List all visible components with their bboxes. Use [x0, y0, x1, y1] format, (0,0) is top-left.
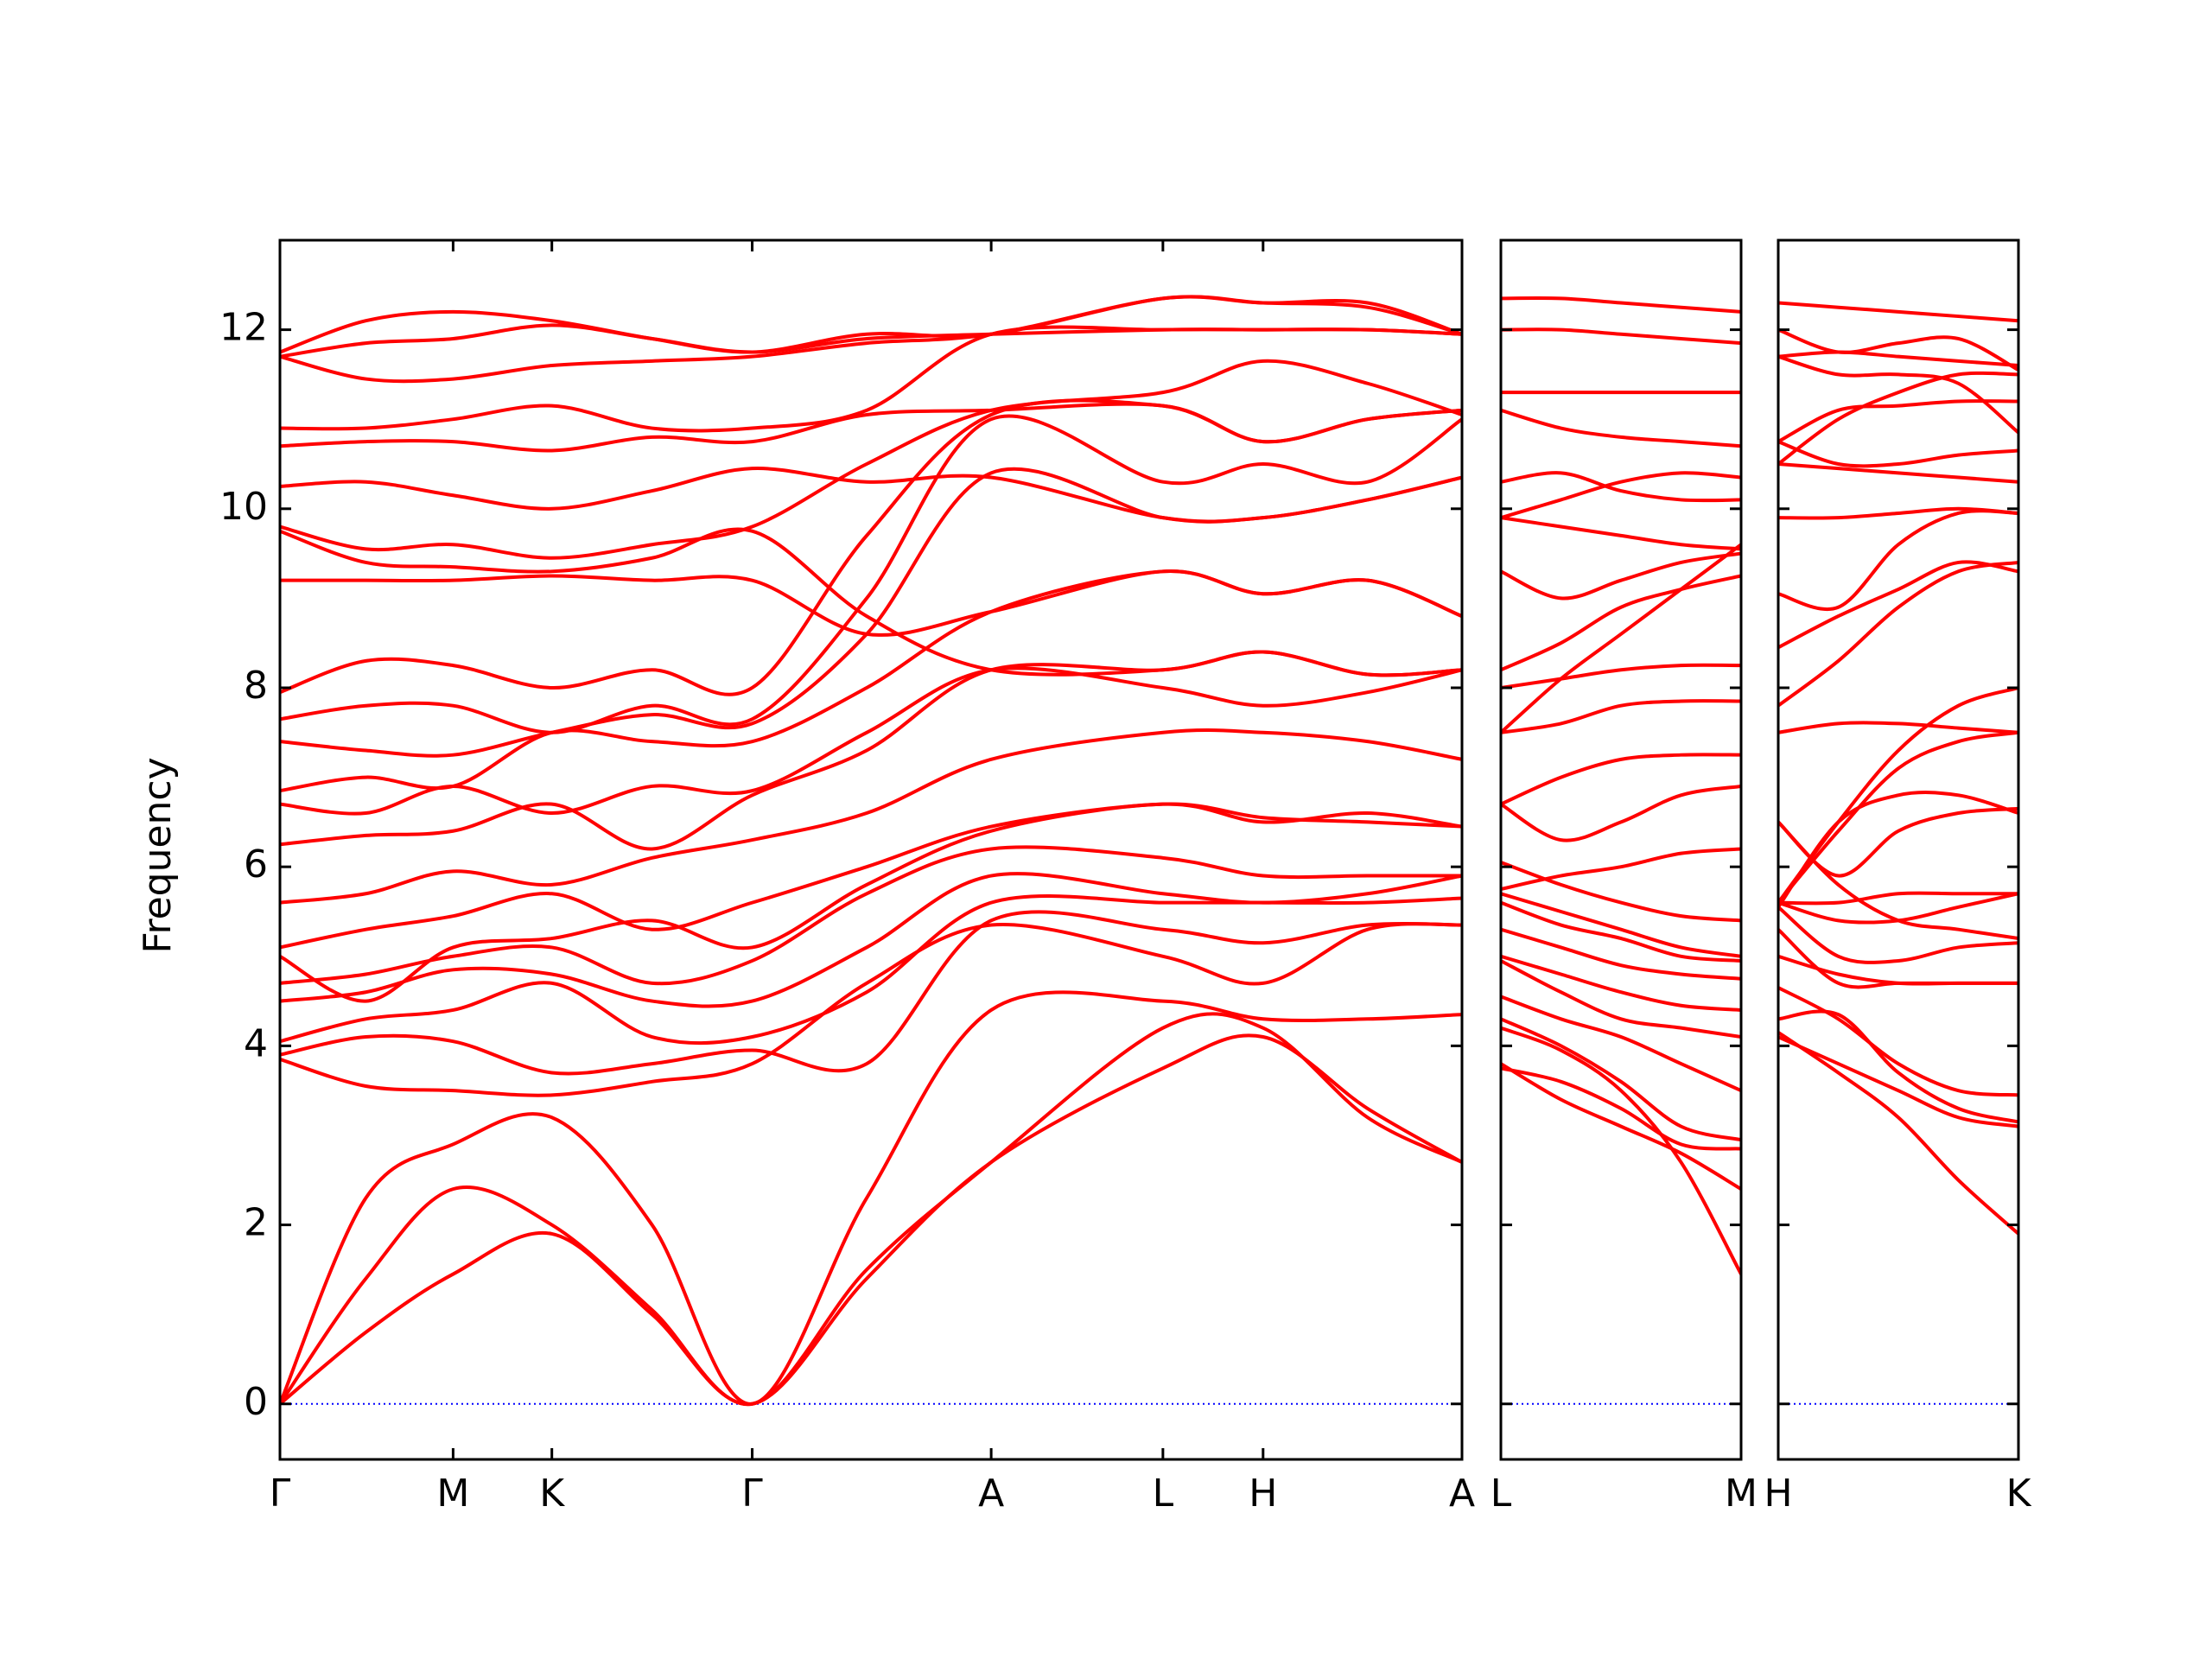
band-line: [1778, 721, 2018, 734]
band-line: [1501, 1026, 1741, 1276]
band-line: [1501, 327, 1741, 346]
band-line: [1501, 954, 1741, 1012]
band-line: [1501, 296, 1741, 314]
band-line: [1778, 685, 2018, 905]
band-line: [1778, 986, 2018, 1097]
band-line: [1501, 900, 1741, 963]
band-line: [1501, 574, 1741, 672]
band-line: [280, 402, 1462, 453]
band-line: [280, 569, 1462, 637]
frame: [278, 238, 1464, 1461]
x-tick-label: M: [436, 1471, 469, 1516]
band-line: [1501, 1017, 1741, 1142]
band-line: [1501, 753, 1741, 806]
band-line: [280, 802, 1462, 950]
band-line: [1501, 927, 1741, 981]
y-tick-label: 4: [244, 1021, 268, 1065]
band-line: [1501, 784, 1741, 842]
band-line: [280, 359, 1462, 560]
band-line: [1501, 471, 1741, 503]
x-tick-label: L: [1491, 1471, 1512, 1516]
band-line: [1501, 1066, 1741, 1151]
band-line: [280, 527, 1462, 677]
band-line: [1778, 560, 2018, 708]
band-line: [1501, 543, 1741, 734]
band-line: [1778, 560, 2018, 650]
y-axis-label: Frequency: [136, 757, 180, 953]
band-line: [280, 872, 1462, 1008]
band-line: [280, 1012, 1462, 1407]
frame: [1499, 238, 1743, 1461]
plot-area: [1778, 301, 2018, 1405]
x-tick-label: M: [1725, 1471, 1758, 1516]
band-line: [1501, 551, 1741, 601]
band-line: [1778, 350, 2018, 368]
band-line: [1501, 892, 1741, 958]
band-line: [1778, 327, 2018, 372]
x-tick-label: Γ: [741, 1471, 763, 1516]
band-line: [1778, 1030, 2018, 1236]
x-tick-label: L: [1153, 1471, 1174, 1516]
band-line: [1778, 806, 2018, 878]
band-line: [280, 467, 1462, 524]
frame: [1777, 238, 2020, 1461]
band-line: [1778, 905, 2018, 964]
x-tick-label: K: [2006, 1471, 2032, 1516]
x-tick-label: H: [1764, 1471, 1792, 1516]
band-line: [280, 990, 1462, 1406]
y-tick-label: 8: [244, 664, 268, 708]
band-line: [280, 802, 1462, 1003]
band-line: [1501, 663, 1741, 690]
band-line: [1778, 354, 2018, 435]
band-line: [1778, 730, 2018, 905]
band-line: [1501, 958, 1741, 1039]
band-line: [1501, 699, 1741, 734]
band-line: [1778, 1035, 2018, 1128]
band-line: [280, 323, 1462, 359]
plot-area: [280, 295, 1462, 1407]
y-tick-label: 6: [244, 842, 268, 887]
x-tick-label: K: [539, 1471, 565, 1516]
band-line: [1778, 440, 2018, 468]
x-tick-label: H: [1249, 1471, 1277, 1516]
x-tick-label: A: [978, 1471, 1004, 1516]
band-line: [1501, 995, 1741, 1093]
band-line: [1501, 847, 1741, 892]
band-line: [280, 728, 1462, 905]
plot-area: [1501, 296, 1741, 1405]
band-line: [280, 295, 1462, 354]
band-line: [280, 845, 1462, 986]
band-line: [280, 910, 1462, 1076]
y-tick-label: 0: [244, 1380, 268, 1424]
band-line: [1778, 461, 2018, 484]
band-line: [1501, 861, 1741, 923]
y-tick-label: 10: [219, 485, 268, 529]
band-line: [1501, 1062, 1741, 1192]
band-line: [1778, 927, 2018, 989]
band-line: [1501, 516, 1741, 551]
x-tick-label: A: [1449, 1471, 1475, 1516]
y-tick-label: 2: [244, 1201, 268, 1245]
band-line: [280, 414, 1462, 734]
band-line: [1778, 506, 2018, 520]
band-line: [1778, 891, 2018, 906]
y-tick-label: 12: [219, 306, 268, 350]
x-tick-label: Γ: [270, 1471, 291, 1516]
band-line: [1501, 471, 1741, 520]
band-line: [1778, 399, 2018, 444]
band-line: [1778, 371, 2018, 466]
band-line: [1778, 301, 2018, 323]
band-line: [1501, 408, 1741, 448]
band-line: [280, 1033, 1462, 1407]
band-line: [280, 922, 1462, 1097]
